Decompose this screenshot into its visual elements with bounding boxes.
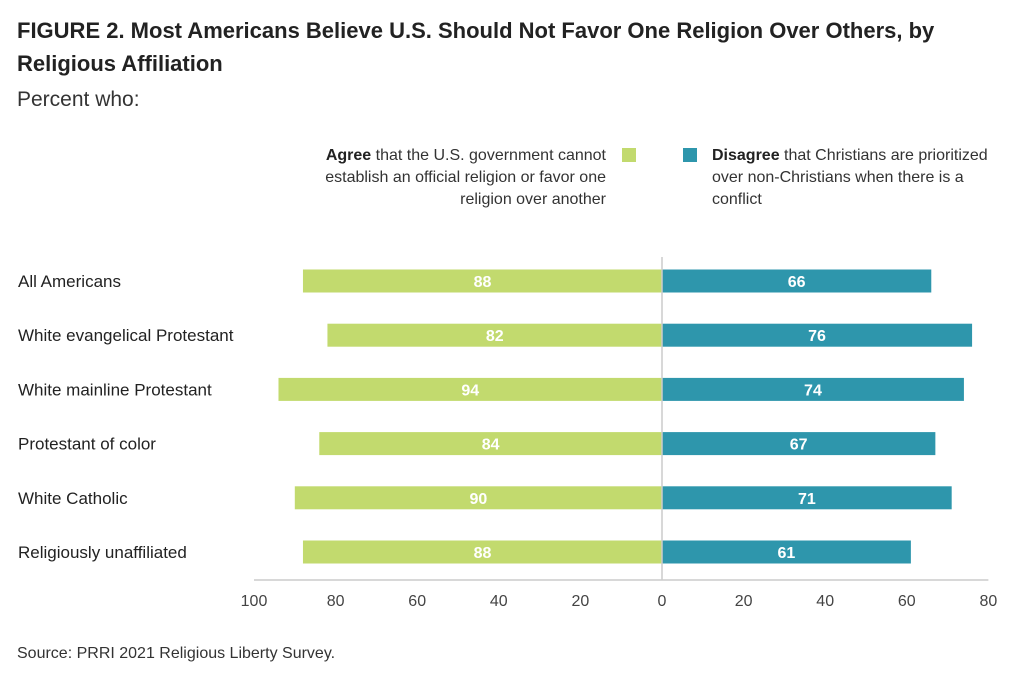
bar-agree: [327, 323, 662, 347]
data-label-disagree: 67: [790, 437, 808, 454]
x-tick-label: 100: [241, 593, 268, 610]
data-label-agree: 88: [474, 545, 492, 562]
legend-disagree-text: that Christians are prioritized over non…: [712, 147, 988, 208]
legend-disagree-swatch: [683, 148, 697, 162]
legend-agree: Agree that the U.S. government cannot es…: [286, 145, 606, 211]
legend-agree-swatch: [622, 148, 636, 162]
bar-disagree: [662, 377, 964, 401]
source-note: Source: PRRI 2021 Religious Liberty Surv…: [17, 645, 336, 662]
x-tick-label: 40: [490, 593, 508, 610]
category-label: Protestant of color: [18, 435, 156, 454]
bar-agree: [294, 486, 662, 510]
legend-disagree: Disagree that Christians are prioritized…: [712, 145, 1012, 211]
category-label: All Americans: [18, 272, 121, 291]
category-label: White evangelical Protestant: [18, 326, 234, 345]
bar-disagree: [662, 540, 911, 564]
legend-agree-text: that the U.S. government cannot establis…: [325, 147, 606, 208]
x-tick-label: 40: [816, 593, 834, 610]
bar-agree: [302, 540, 662, 564]
bar-disagree: [662, 432, 936, 456]
data-label-disagree: 61: [778, 545, 796, 562]
category-label: Religiously unaffiliated: [18, 543, 187, 562]
legend-disagree-bold: Disagree: [712, 147, 780, 164]
bar-disagree: [662, 486, 952, 510]
data-label-disagree: 76: [808, 328, 826, 345]
x-tick-label: 80: [327, 593, 345, 610]
x-tick-label: 60: [898, 593, 916, 610]
x-tick-label: 60: [408, 593, 426, 610]
chart-title: FIGURE 2. Most Americans Believe U.S. Sh…: [17, 18, 935, 76]
bar-disagree: [662, 269, 932, 293]
x-tick-label: 0: [658, 593, 667, 610]
bar-agree: [278, 377, 662, 401]
legend-agree-bold: Agree: [325, 147, 372, 164]
data-label-disagree: 74: [804, 382, 822, 399]
data-label-agree: 82: [486, 328, 504, 345]
data-label-disagree: 66: [788, 274, 806, 291]
data-label-agree: 94: [461, 382, 479, 399]
data-label-disagree: 71: [798, 491, 816, 508]
category-label: White mainline Protestant: [18, 380, 212, 399]
x-tick-label: 20: [735, 593, 753, 610]
x-tick-label: 80: [980, 593, 998, 610]
data-label-agree: 90: [470, 491, 488, 508]
bar-disagree: [662, 323, 973, 347]
category-label: White Catholic: [18, 489, 128, 508]
data-label-agree: 84: [482, 437, 500, 454]
bar-agree: [302, 269, 662, 293]
x-tick-label: 20: [572, 593, 590, 610]
data-label-agree: 88: [474, 274, 492, 291]
chart-subtitle: Percent who:: [17, 88, 140, 111]
bar-agree: [319, 432, 662, 456]
